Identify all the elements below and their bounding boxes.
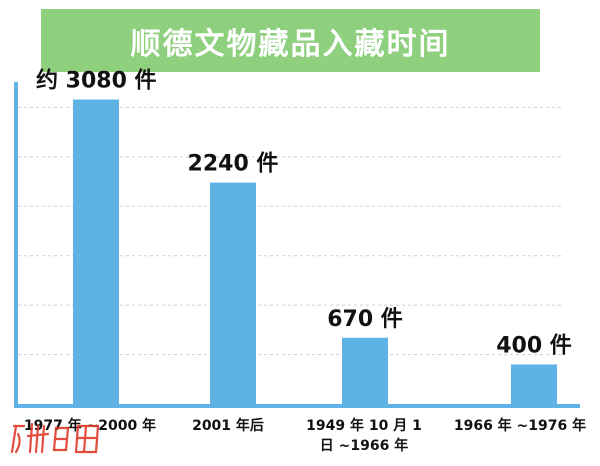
value-label: 670 件 — [327, 307, 403, 332]
axes — [14, 82, 580, 408]
category-label: 1949 年 10 月 1 — [306, 417, 422, 434]
value-labels: 约 3080 件 2240 件 670 件 400 件 — [36, 68, 572, 359]
y-axis — [14, 82, 18, 404]
value-label: 2240 件 — [188, 152, 279, 177]
title-banner: 顺德文物藏品入藏时间 — [41, 9, 540, 72]
value-label: 400 件 — [496, 333, 572, 358]
newspaper-seal-watermark — [10, 422, 100, 454]
category-label: 1966 年 ~1976 年 — [454, 417, 586, 434]
category-label: 日 ~1966 年 — [320, 437, 408, 454]
bar — [73, 99, 119, 405]
bar — [511, 364, 557, 404]
chart-title: 顺德文物藏品入藏时间 — [130, 26, 451, 62]
bar — [210, 182, 256, 404]
value-label: 约 3080 件 — [36, 68, 157, 94]
bars — [73, 99, 557, 405]
category-labels: 1977 年 ~2000 年 2001 年后 1949 年 10 月 1日 ~196… — [24, 417, 586, 454]
x-axis — [14, 404, 580, 408]
category-label: 2001 年后 — [192, 417, 264, 434]
bar — [342, 337, 388, 404]
